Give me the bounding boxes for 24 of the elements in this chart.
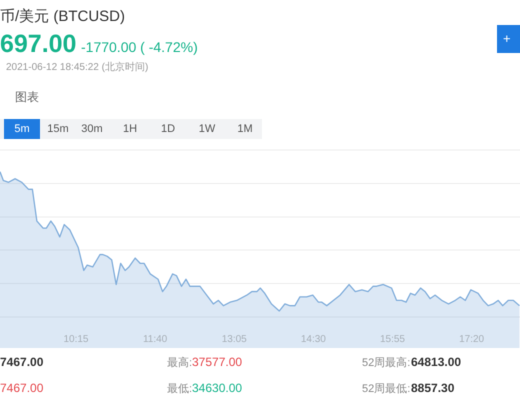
tab[interactable]: 5m xyxy=(4,119,40,139)
text: 8857.30 xyxy=(411,381,454,396)
x-tick-label: 10:15 xyxy=(63,334,89,345)
text: 2021-06-12 18:45:22 (北京时间) xyxy=(6,62,148,74)
text: 最低: xyxy=(167,383,192,396)
text: 图表 xyxy=(15,90,39,105)
x-tick-label: 11:40 xyxy=(142,334,168,345)
text: 52周最低: xyxy=(362,383,410,396)
text: 697.00 xyxy=(0,30,76,59)
text: 7467.00 xyxy=(0,355,44,370)
text: 52周最高: xyxy=(362,357,410,370)
text: 34630.00 xyxy=(192,381,242,396)
text: 最高: xyxy=(167,357,192,370)
x-tick-label: 13:05 xyxy=(222,334,248,345)
x-tick-label: 15:55 xyxy=(380,334,406,345)
text: -1770.00 ( -4.72%) xyxy=(81,39,198,56)
tab-bar: 5m 15m 30m 1H 1D 1W 1M xyxy=(0,119,262,139)
x-tick-label: 17:20 xyxy=(459,334,485,345)
text: 64813.00 xyxy=(411,355,462,370)
text: 37577.00 xyxy=(192,355,242,370)
add-button[interactable]: + xyxy=(497,25,520,53)
chart-title: 币/美元 (BTCUSD) xyxy=(0,8,125,26)
x-tick-label: 14:30 xyxy=(300,334,326,345)
text: 7467.00 xyxy=(0,381,44,396)
